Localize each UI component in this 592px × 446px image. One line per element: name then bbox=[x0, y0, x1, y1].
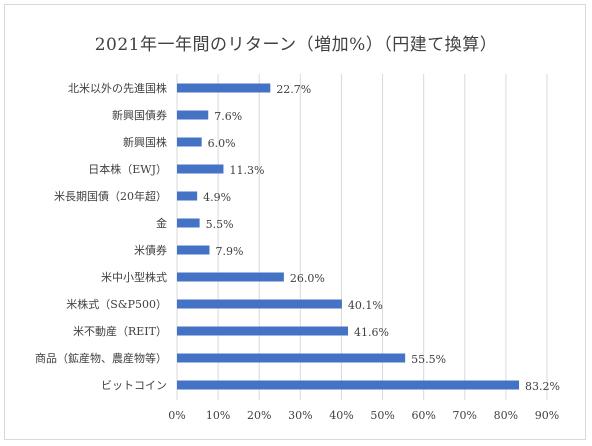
category-label: 商品（鉱産物、農産物等） bbox=[35, 351, 167, 365]
x-tick-label: 60% bbox=[411, 409, 435, 422]
data-label: 5.5% bbox=[206, 218, 234, 231]
category-label: ビットコイン bbox=[101, 379, 167, 392]
category-label: 新興国債券 bbox=[112, 108, 167, 122]
data-label: 22.7% bbox=[276, 83, 311, 96]
category-label: 米株式（S&P500） bbox=[66, 297, 167, 311]
bar bbox=[177, 272, 284, 282]
chart-frame bbox=[4, 4, 586, 440]
bar bbox=[177, 218, 200, 228]
category-label: 米長期国債（20年超） bbox=[54, 189, 167, 203]
data-label: 55.5% bbox=[411, 353, 446, 366]
x-tick-label: 20% bbox=[247, 409, 271, 422]
category-label: 日本株（EWJ） bbox=[88, 162, 167, 176]
data-label: 6.0% bbox=[208, 137, 236, 150]
bar bbox=[177, 245, 210, 255]
bar bbox=[177, 164, 224, 174]
bar bbox=[177, 83, 271, 93]
x-tick-label: 40% bbox=[329, 409, 353, 422]
x-tick-label: 50% bbox=[370, 409, 394, 422]
x-tick-label: 80% bbox=[494, 409, 518, 422]
x-tick-label: 0% bbox=[168, 409, 185, 422]
category-label: 新興国株 bbox=[123, 135, 167, 149]
data-label: 4.9% bbox=[203, 191, 231, 204]
bar bbox=[177, 137, 202, 147]
category-label: 米不動産（REIT） bbox=[73, 324, 167, 338]
chart-title: 2021年一年間のリターン（増加%）（円建て換算） bbox=[94, 35, 498, 55]
data-label: 7.6% bbox=[214, 110, 242, 123]
x-tick-label: 30% bbox=[288, 409, 312, 422]
bar bbox=[177, 326, 349, 336]
category-label: 米債券 bbox=[134, 243, 167, 257]
category-label: 金 bbox=[156, 216, 167, 230]
bar bbox=[177, 353, 406, 363]
data-label: 7.9% bbox=[215, 245, 243, 258]
data-label: 26.0% bbox=[290, 272, 325, 285]
data-label: 40.1% bbox=[348, 299, 383, 312]
bar bbox=[177, 110, 209, 120]
category-label: 米中小型株式 bbox=[101, 270, 167, 284]
category-label: 北米以外の先進国株 bbox=[68, 81, 167, 95]
x-tick-label: 90% bbox=[535, 409, 559, 422]
x-tick-label: 10% bbox=[206, 409, 230, 422]
data-label: 41.6% bbox=[354, 326, 389, 339]
bar bbox=[177, 380, 520, 390]
data-label: 83.2% bbox=[525, 380, 560, 393]
bar bbox=[177, 191, 198, 201]
bar bbox=[177, 299, 342, 309]
x-tick-label: 70% bbox=[453, 409, 477, 422]
data-label: 11.3% bbox=[229, 164, 264, 177]
